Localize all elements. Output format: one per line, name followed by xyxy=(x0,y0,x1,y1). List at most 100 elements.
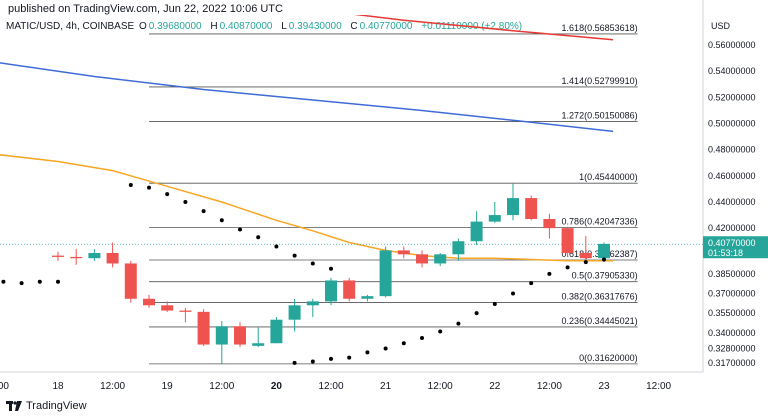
candle-body xyxy=(270,319,283,344)
x-tick-label: 00 xyxy=(0,381,9,392)
candle-body xyxy=(88,253,101,259)
sar-dot xyxy=(19,281,24,286)
sar-dot xyxy=(438,329,443,334)
candle-body xyxy=(397,250,410,255)
sar-dot xyxy=(256,235,261,240)
candle-body xyxy=(507,198,519,216)
candle-body xyxy=(143,298,155,306)
candle-body xyxy=(306,301,319,306)
candle-body xyxy=(325,280,337,302)
ma-orange-line xyxy=(0,154,614,262)
sar-dot xyxy=(128,183,133,187)
y-tick-label: 0.34000000 xyxy=(708,328,756,338)
sar-dot xyxy=(292,253,297,258)
footer-brand: TradingView xyxy=(26,400,87,412)
x-tick-label: 22 xyxy=(489,381,501,392)
x-tick-label: 23 xyxy=(598,381,610,392)
x-tick-label: 12:00 xyxy=(428,381,453,392)
symbol-label: MATIC/USD, 4h, COINBASE xyxy=(6,21,135,32)
x-tick-label: 21 xyxy=(380,381,392,392)
candle-body xyxy=(106,253,119,264)
ma-red-line xyxy=(353,15,614,41)
low-value: 0.39430000 xyxy=(288,21,342,32)
ma-blue-line xyxy=(0,62,614,133)
fib-level-label: 0(0.31620000) xyxy=(579,353,638,363)
candle-body xyxy=(179,310,192,312)
y-tick-label: 0.42000000 xyxy=(708,223,756,233)
close-value: 0.40770000 xyxy=(359,21,413,32)
candle-body xyxy=(234,326,246,345)
candle-body xyxy=(470,221,483,242)
fib-level-label: 0.786(0.42047336) xyxy=(562,217,638,227)
sar-dot xyxy=(511,291,515,296)
sar-dot xyxy=(474,311,479,316)
close-label: C xyxy=(350,21,358,32)
fib-level-label: 1.272(0.50150086) xyxy=(562,111,638,121)
published-note: published on TradingView.com, Jun 22, 20… xyxy=(8,3,283,15)
sar-dot xyxy=(602,257,606,262)
sar-dot xyxy=(492,302,497,306)
open-value: 0.39680000 xyxy=(148,21,202,32)
candle-body xyxy=(488,215,501,222)
sar-dot xyxy=(347,355,352,360)
last-price-timer: 01:53:18 xyxy=(708,248,743,258)
fib-level-label: 1(0.45440000) xyxy=(579,172,638,182)
sar-dot xyxy=(274,244,279,249)
sar-dot xyxy=(37,279,42,284)
fib-level-label: 1.414(0.52799910) xyxy=(562,76,638,86)
candle-body xyxy=(52,255,64,257)
sar-dot xyxy=(420,336,424,340)
footer: TradingView xyxy=(6,400,87,412)
sar-dot xyxy=(201,209,206,214)
x-tick-label: 12:00 xyxy=(100,381,125,392)
candle-body xyxy=(124,263,137,299)
sar-dot xyxy=(401,341,406,346)
sar-dot xyxy=(1,279,6,284)
sar-dot xyxy=(547,271,552,276)
sar-dot xyxy=(219,218,224,223)
last-price-value: 0.40770000 xyxy=(708,238,756,248)
candle-body xyxy=(525,198,538,219)
x-tick-label: 12:00 xyxy=(209,381,234,392)
sar-dot xyxy=(583,260,588,265)
y-tick-label: 0.48000000 xyxy=(708,145,756,155)
sar-dot xyxy=(310,261,315,266)
fib-level-label: 0.236(0.34445021) xyxy=(562,316,638,326)
y-tick-label: 0.54000000 xyxy=(708,66,756,76)
y-tick-label: 0.38500000 xyxy=(708,269,756,279)
sar-dot xyxy=(310,359,315,364)
fib-level-label: 0.382(0.36317676) xyxy=(562,291,638,301)
sar-dot xyxy=(238,227,242,232)
high-value: 0.40870000 xyxy=(219,21,273,32)
y-axis-title: USD xyxy=(711,21,731,31)
sar-dot xyxy=(165,192,170,197)
sar-dot xyxy=(565,265,570,270)
candle-body xyxy=(379,250,392,297)
candle-body xyxy=(215,326,228,345)
sar-dot xyxy=(56,279,60,284)
sar-dot xyxy=(329,356,333,361)
y-tick-label: 0.35500000 xyxy=(708,308,756,318)
sar-dot xyxy=(529,281,534,286)
candle-body xyxy=(361,296,374,299)
sar-dot xyxy=(292,360,297,365)
x-tick-label: 12:00 xyxy=(537,381,562,392)
y-tick-label: 0.56000000 xyxy=(708,40,756,50)
candle-body xyxy=(252,343,265,346)
sar-dot xyxy=(365,350,370,355)
y-tick-label: 0.32800000 xyxy=(708,343,756,353)
fib-level-label: 1.618(0.56853618) xyxy=(562,23,638,33)
candle-body xyxy=(579,253,592,259)
fib-level-label: 0.5(0.37905330) xyxy=(572,271,638,281)
y-tick-label: 0.46000000 xyxy=(708,171,756,181)
candle-body xyxy=(343,280,356,299)
open-label: O xyxy=(138,21,147,32)
candle-body xyxy=(561,228,574,253)
x-tick-label: 18 xyxy=(52,381,64,392)
last-price-tag xyxy=(703,236,768,259)
sar-dot xyxy=(329,266,333,271)
candle-body xyxy=(452,241,465,255)
y-tick-label: 0.52000000 xyxy=(708,92,756,102)
y-tick-label: 0.44000000 xyxy=(708,197,756,207)
